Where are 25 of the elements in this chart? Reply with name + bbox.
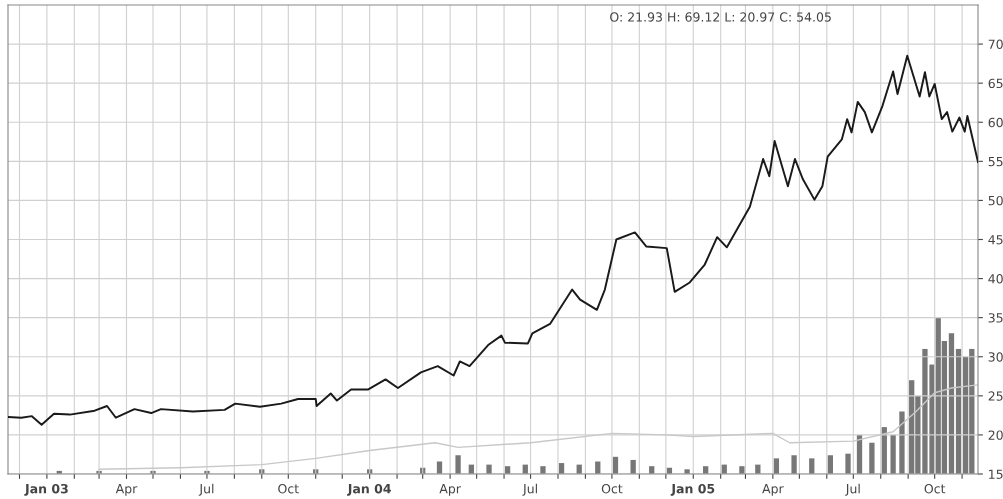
x-tick-label: Jul — [198, 483, 214, 496]
x-tick-label: Jul — [845, 483, 860, 496]
y-tick-label: 35 — [988, 313, 1003, 323]
x-tick-label: Apr — [762, 484, 784, 496]
x-tick-label: Jan 03 — [24, 483, 68, 496]
y-tick-label: 65 — [988, 78, 1003, 89]
x-tick-label: Oct — [924, 483, 946, 494]
x-tick-label: Jan 05 — [670, 483, 715, 496]
y-tick-label: 50 — [988, 195, 1003, 206]
y-tick-label: 60 — [988, 117, 1003, 128]
x-tick-label: Oct — [278, 483, 299, 494]
x-tick-label: Jul — [522, 483, 537, 496]
y-tick-label: 15 — [989, 469, 1003, 479]
x-tick-label: Jan 04 — [347, 483, 391, 496]
x-tick-label: Oct — [601, 483, 623, 494]
x-tick-label: Apr — [439, 484, 461, 496]
annotation: O: 21.93 H: 69.12 L: 20.97 C: 54.05 — [610, 12, 831, 22]
y-tick-label: 40 — [988, 274, 1003, 284]
y-tick-label: 20 — [988, 430, 1003, 440]
y-tick-label: 25 — [988, 391, 1003, 401]
y-tick-label: 55 — [988, 156, 1003, 167]
x-tick-label: Apr — [115, 484, 138, 496]
y-tick-label: 45 — [988, 235, 1003, 245]
y-tick-label: 70 — [988, 39, 1003, 50]
y-tick-label: 30 — [988, 352, 1003, 362]
